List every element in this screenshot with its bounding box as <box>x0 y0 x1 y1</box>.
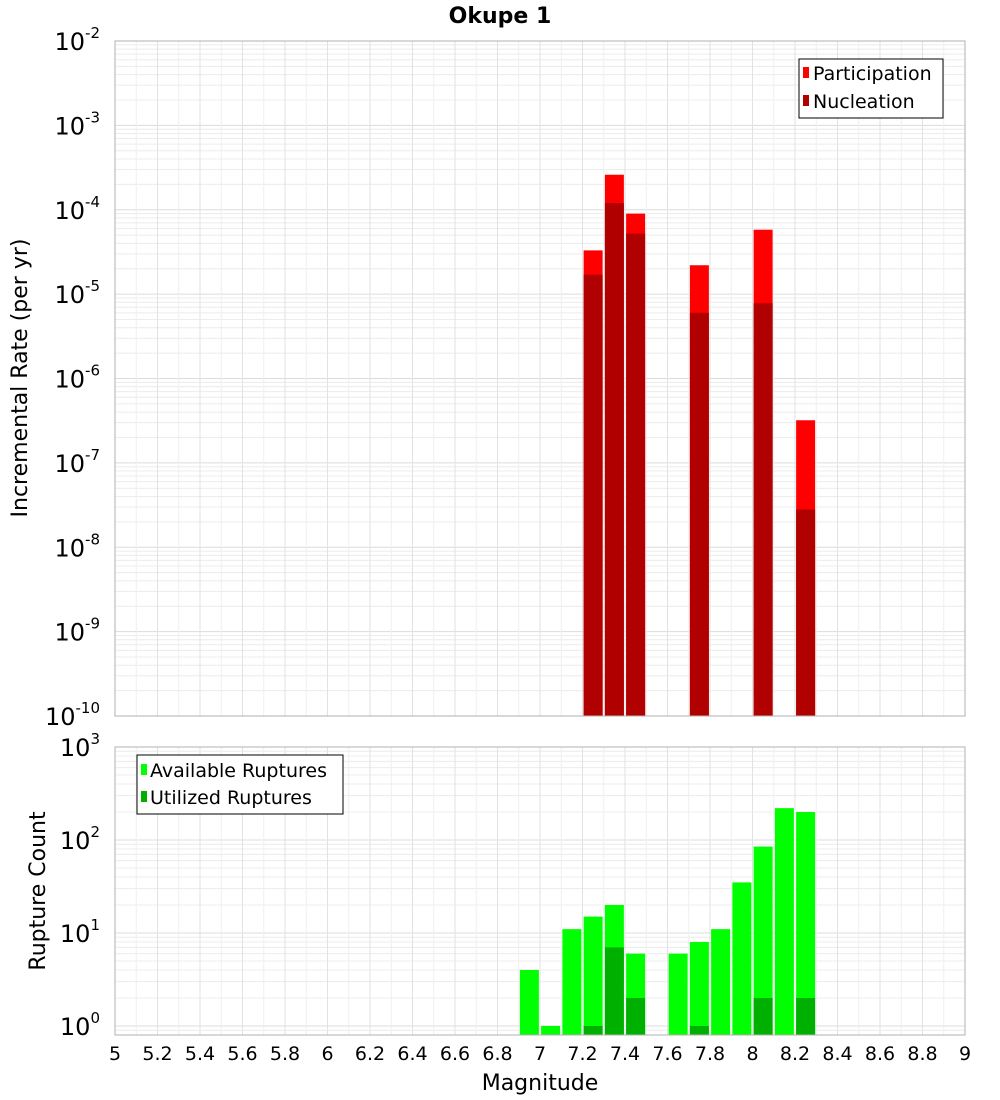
count-y-ticks: 100 101 102 103 <box>60 730 100 1041</box>
rate-bar-series2 <box>689 312 709 716</box>
x-tick-label: 8.6 <box>865 1043 895 1065</box>
x-tick-label: 6.6 <box>440 1043 470 1065</box>
count-bar-series1 <box>774 808 794 1035</box>
x-axis-ticks: 5 5.2 5.4 5.6 5.8 6 6.2 6.4 6.6 6.8 7 7.2 7.4 7.6 7.8 8… <box>109 1043 971 1065</box>
count-y-axis-label: Rupture Count <box>26 811 51 971</box>
count-bar-series1 <box>541 1025 561 1035</box>
x-tick-label: 7.8 <box>695 1043 725 1065</box>
count-bar-series1 <box>796 812 816 1035</box>
x-tick-label: 5.8 <box>270 1043 300 1065</box>
count-bar-series2 <box>689 1025 709 1035</box>
x-tick-label: 8.4 <box>822 1043 852 1065</box>
x-tick-label: 9 <box>959 1043 971 1065</box>
count-y-tick-label: 102 <box>60 823 100 855</box>
x-tick-label: 5.2 <box>142 1043 172 1065</box>
rate-y-tick-label: 10-10 <box>45 699 100 731</box>
available-swatch <box>141 764 147 775</box>
rate-y-tick-label: 10-6 <box>54 362 100 394</box>
rate-legend-box <box>798 58 944 119</box>
nucleation-swatch <box>803 95 809 106</box>
participation-swatch <box>803 67 809 78</box>
rate-bar-series2 <box>753 303 773 716</box>
nucleation-legend-label: Nucleation <box>813 91 915 113</box>
rate-y-tick-label: 10-3 <box>54 108 100 140</box>
count-bars <box>519 808 816 1035</box>
x-tick-label: 7.6 <box>652 1043 682 1065</box>
x-axis-label: Magnitude <box>482 1071 599 1096</box>
rate-plot-border <box>114 40 966 717</box>
x-tick-label: 5 <box>109 1043 121 1065</box>
count-bar-series2 <box>604 947 624 1035</box>
count-bar-series2 <box>583 1025 603 1035</box>
x-tick-label: 7.2 <box>567 1043 597 1065</box>
x-tick-label: 8.2 <box>780 1043 810 1065</box>
count-y-tick-label: 103 <box>60 730 100 762</box>
x-tick-label: 8.8 <box>907 1043 937 1065</box>
count-bar-series1 <box>668 953 688 1035</box>
rate-bars <box>583 174 816 717</box>
rate-y-axis-label: Incremental Rate (per yr) <box>8 239 33 518</box>
rate-y-tick-label: 10-5 <box>54 277 100 309</box>
x-tick-label: 6.2 <box>355 1043 385 1065</box>
rate-y-tick-label: 10-4 <box>54 193 100 225</box>
count-legend: Available Ruptures Utilized Ruptures <box>136 754 344 815</box>
count-bar-series1 <box>562 929 582 1035</box>
participation-legend-label: Participation <box>813 63 932 85</box>
x-tick-label: 7 <box>534 1043 546 1065</box>
count-y-tick-label: 101 <box>60 916 100 948</box>
count-bar-series1 <box>711 929 731 1035</box>
count-bar-series1 <box>583 916 603 1035</box>
rate-bar-series2 <box>604 203 624 716</box>
rate-bar-series2 <box>796 509 816 716</box>
count-bar-series2 <box>753 997 773 1035</box>
count-bar-series1 <box>732 882 752 1035</box>
count-bar-series2 <box>796 997 816 1035</box>
count-bar-series1 <box>519 969 539 1035</box>
count-legend-box <box>136 754 344 815</box>
rate-bar-series2 <box>626 233 646 716</box>
x-tick-label: 6.8 <box>482 1043 512 1065</box>
x-tick-label: 8 <box>746 1043 758 1065</box>
count-bar-series1 <box>689 942 709 1035</box>
utilized-swatch <box>141 791 147 802</box>
x-tick-label: 5.4 <box>185 1043 215 1065</box>
rate-y-tick-label: 10-7 <box>54 446 100 478</box>
rate-legend: Participation Nucleation <box>798 58 944 119</box>
count-plot-border <box>114 746 966 1036</box>
x-tick-label: 7.4 <box>610 1043 640 1065</box>
rate-bar-series2 <box>583 274 603 716</box>
count-bar-series2 <box>626 997 646 1035</box>
x-tick-label: 6.4 <box>397 1043 427 1065</box>
rate-panel: 10-10 10-9 10-8 10-7 10-6 10-5 10-4 10-3 10-2 In… <box>8 24 966 731</box>
count-y-tick-label: 100 <box>60 1009 100 1041</box>
count-panel: 100 101 102 103 Rupture Count Available Rup… <box>26 730 966 1041</box>
available-legend-label: Available Ruptures <box>150 760 327 782</box>
x-tick-label: 6 <box>321 1043 333 1065</box>
rate-y-tick-label: 10-8 <box>54 530 100 562</box>
rate-grid <box>114 41 966 717</box>
count-bar-series1 <box>753 846 773 1035</box>
x-tick-label: 5.6 <box>227 1043 257 1065</box>
rate-y-tick-label: 10-9 <box>54 615 100 647</box>
utilized-legend-label: Utilized Ruptures <box>150 787 312 809</box>
chart-title: Okupe 1 <box>449 4 552 29</box>
rate-y-tick-label: 10-2 <box>54 24 100 56</box>
rate-y-ticks: 10-10 10-9 10-8 10-7 10-6 10-5 10-4 10-3 10-2 <box>45 24 100 731</box>
